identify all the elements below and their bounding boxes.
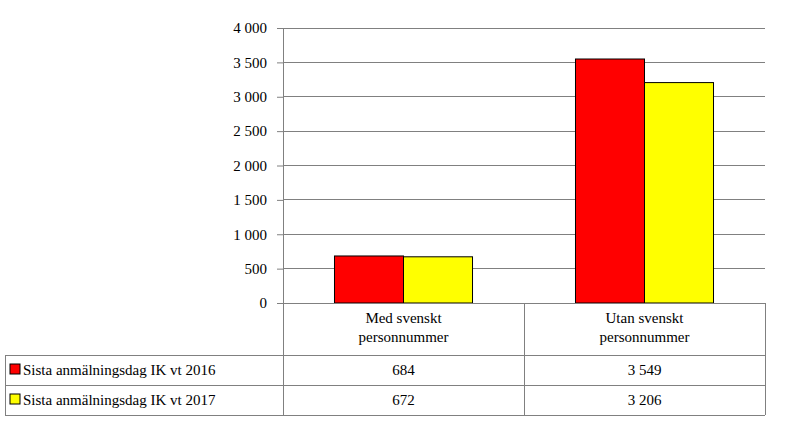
y-tick: 0 bbox=[260, 295, 284, 311]
y-tick-mark bbox=[277, 200, 283, 201]
y-tick-label: 1 500 bbox=[233, 192, 267, 208]
y-tick-label: 3 000 bbox=[233, 89, 267, 105]
table-line bbox=[5, 355, 6, 415]
data-label: 3 549 bbox=[628, 362, 662, 378]
bars bbox=[334, 59, 713, 303]
y-tick-mark bbox=[277, 62, 283, 63]
y-tick-mark bbox=[277, 166, 283, 167]
legend-swatch bbox=[10, 394, 20, 404]
table-line bbox=[524, 303, 525, 415]
y-tick: 2 000 bbox=[233, 158, 283, 174]
y-tick-mark bbox=[277, 97, 283, 98]
grid bbox=[283, 28, 765, 303]
data-label: 672 bbox=[392, 392, 415, 408]
y-tick-mark bbox=[277, 303, 283, 304]
y-tick-mark bbox=[277, 28, 283, 29]
bar bbox=[404, 257, 473, 303]
data-table: Med svensktpersonnummer Utan svensktperso… bbox=[5, 303, 765, 415]
bar bbox=[645, 83, 714, 303]
bar bbox=[575, 59, 644, 303]
y-tick-mark bbox=[277, 234, 283, 235]
data-label: 3 206 bbox=[628, 392, 662, 408]
chart: 0 500 1 000 1 500 2 000 2 500 3 000 3 500 4 000 M… bbox=[0, 0, 792, 426]
y-tick: 2 500 bbox=[233, 123, 283, 139]
grid-line bbox=[283, 62, 765, 63]
y-tick-mark bbox=[277, 131, 283, 132]
category-label: Med svensktpersonnummer bbox=[359, 310, 449, 345]
y-tick-label: 0 bbox=[260, 295, 268, 311]
bar bbox=[334, 256, 403, 303]
y-tick: 3 500 bbox=[233, 55, 283, 71]
table-line bbox=[283, 303, 284, 415]
y-tick-label: 4 000 bbox=[233, 20, 267, 36]
category-label: Utan svensktpersonnummer bbox=[600, 310, 690, 345]
legend-label: Sista anmälningsdag IK vt 2017 bbox=[23, 392, 216, 408]
y-tick: 500 bbox=[245, 261, 284, 277]
legend-label: Sista anmälningsdag IK vt 2016 bbox=[23, 362, 216, 378]
table-line bbox=[5, 355, 765, 356]
data-label: 684 bbox=[392, 362, 415, 378]
table-line bbox=[5, 415, 765, 416]
y-axis-line bbox=[283, 29, 284, 304]
legend-swatch bbox=[10, 364, 20, 374]
table-line bbox=[5, 385, 765, 386]
table-line bbox=[765, 303, 766, 415]
y-tick: 4 000 bbox=[233, 20, 283, 36]
y-tick: 1 500 bbox=[233, 192, 283, 208]
y-tick-mark bbox=[277, 269, 283, 270]
y-axis: 0 500 1 000 1 500 2 000 2 500 3 000 3 500 4 000 bbox=[233, 20, 283, 311]
y-tick: 1 000 bbox=[233, 227, 283, 243]
grid-line bbox=[283, 28, 765, 29]
y-tick-label: 3 500 bbox=[233, 55, 267, 71]
y-tick-label: 2 000 bbox=[233, 158, 267, 174]
y-tick: 3 000 bbox=[233, 89, 283, 105]
y-tick-label: 500 bbox=[245, 261, 268, 277]
y-tick-label: 2 500 bbox=[233, 123, 267, 139]
y-tick-label: 1 000 bbox=[233, 227, 267, 243]
